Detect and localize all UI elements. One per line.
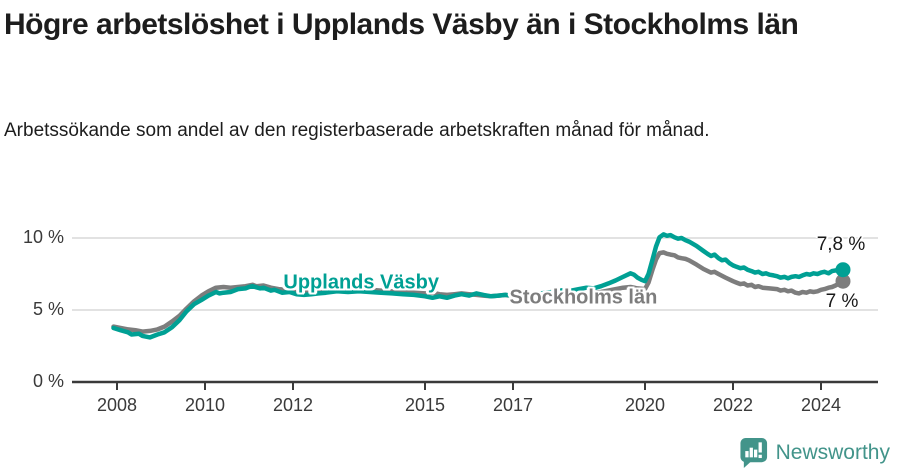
x-axis-label: 2010 — [184, 395, 226, 415]
chart-title: Högre arbetslöshet i Upplands Väsby än i… — [4, 8, 799, 41]
x-axis-label: 2020 — [624, 395, 666, 415]
series-end-dot — [835, 262, 851, 278]
chart-subtitle: Arbetssökande som andel av den registerb… — [4, 120, 710, 141]
x-axis-label: 2008 — [96, 395, 138, 415]
series-line — [111, 232, 846, 340]
brand-name: Newsworthy — [775, 441, 890, 464]
series-inline-label: Stockholms län — [509, 286, 658, 309]
x-axis-label: 2024 — [800, 395, 842, 415]
series-end-dot — [835, 273, 851, 289]
series-value-label: 7,8 % — [816, 233, 866, 255]
x-axis-label: 2022 — [712, 395, 754, 415]
series-inline-label: Upplands Väsby — [283, 271, 439, 294]
newsworthy-chart-bubble-icon — [740, 438, 767, 468]
y-axis-label: 10 % — [22, 227, 64, 247]
series-value-label: 7 % — [825, 291, 859, 313]
newsworthy-logo: Newsworthy — [739, 437, 890, 469]
y-axis-label: 5 % — [32, 299, 64, 319]
x-axis-label: 2012 — [272, 395, 314, 415]
x-axis-label: 2017 — [492, 395, 534, 415]
y-axis-label: 0 % — [32, 371, 64, 391]
x-axis-label: 2015 — [404, 395, 446, 415]
